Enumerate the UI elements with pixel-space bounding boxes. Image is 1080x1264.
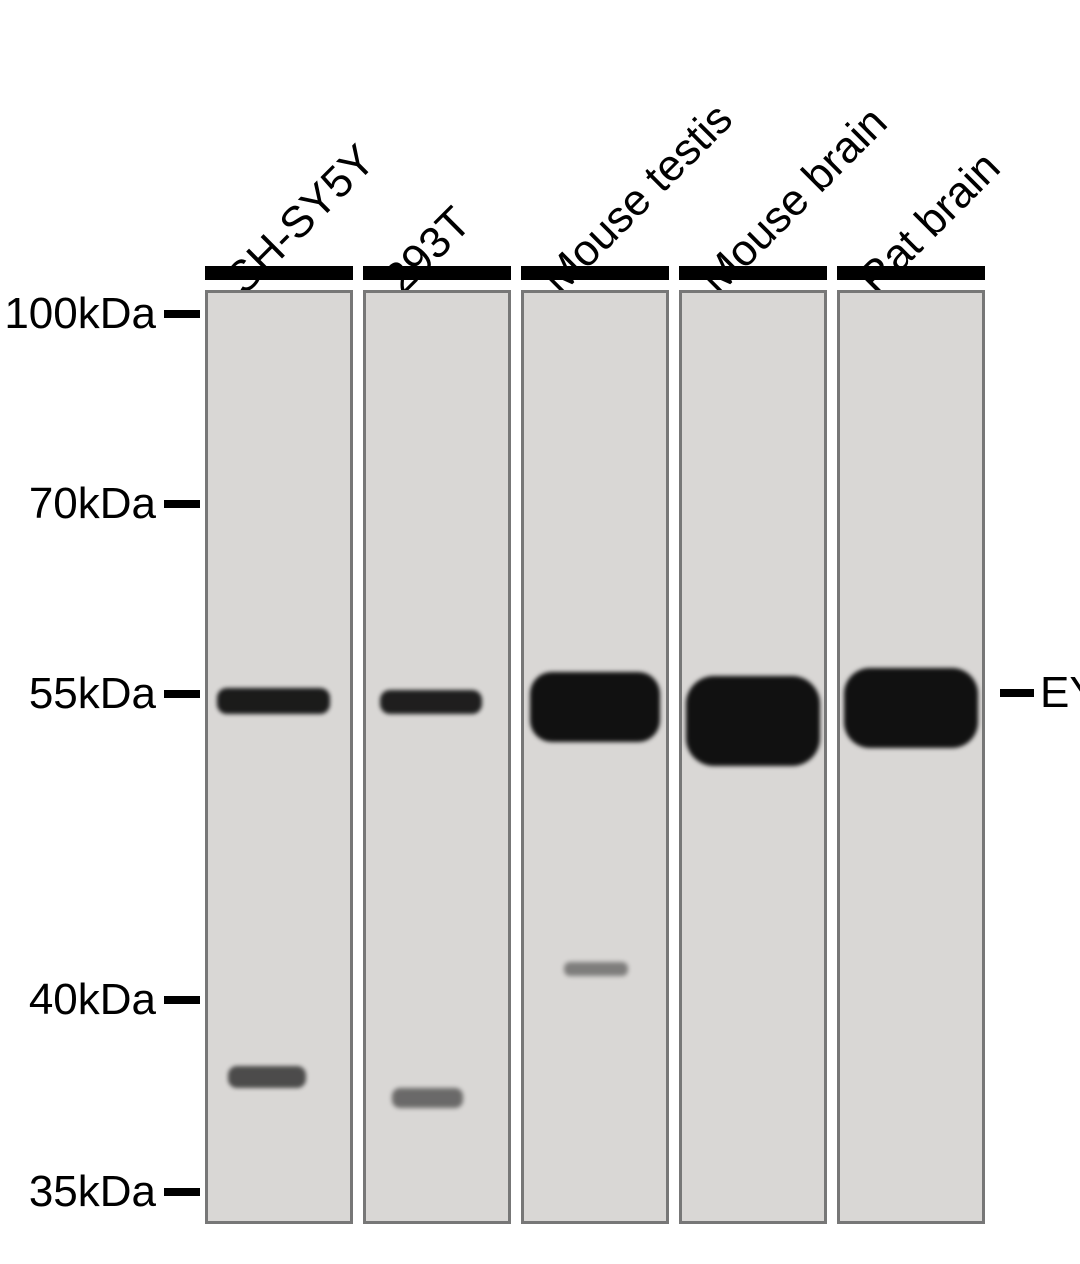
mw-marker: 55kDa <box>0 668 200 720</box>
lane <box>837 290 985 1224</box>
target-label: EYA1 <box>1000 668 1080 718</box>
band <box>530 672 661 742</box>
mw-marker-text: 70kDa <box>29 479 156 529</box>
mw-marker-tick <box>164 310 200 318</box>
mw-marker: 35kDa <box>0 1166 200 1218</box>
band <box>380 690 482 714</box>
mw-marker: 100kDa <box>0 288 200 340</box>
target-text: EYA1 <box>1040 668 1080 718</box>
band <box>392 1088 463 1108</box>
mw-marker: 70kDa <box>0 478 200 530</box>
mw-marker: 40kDa <box>0 974 200 1026</box>
band <box>844 668 977 748</box>
band <box>564 962 628 976</box>
blot-lanes <box>205 290 985 1224</box>
band <box>217 688 331 714</box>
mw-marker-text: 40kDa <box>29 975 156 1025</box>
mw-marker-tick <box>164 1188 200 1196</box>
mw-marker-tick <box>164 500 200 508</box>
mw-marker-tick <box>164 690 200 698</box>
mw-marker-text: 55kDa <box>29 669 156 719</box>
mw-marker-tick <box>164 996 200 1004</box>
mw-marker-text: 100kDa <box>4 289 156 339</box>
western-blot-figure: 100kDa70kDa55kDa40kDa35kDa SH-SY5Y293TMo… <box>0 0 1080 1264</box>
target-tick <box>1000 689 1034 697</box>
mw-marker-text: 35kDa <box>29 1167 156 1217</box>
band <box>686 676 819 766</box>
band <box>228 1066 306 1088</box>
lane <box>363 290 511 1224</box>
lane-label: 293T <box>375 198 481 304</box>
lane <box>521 290 669 1224</box>
